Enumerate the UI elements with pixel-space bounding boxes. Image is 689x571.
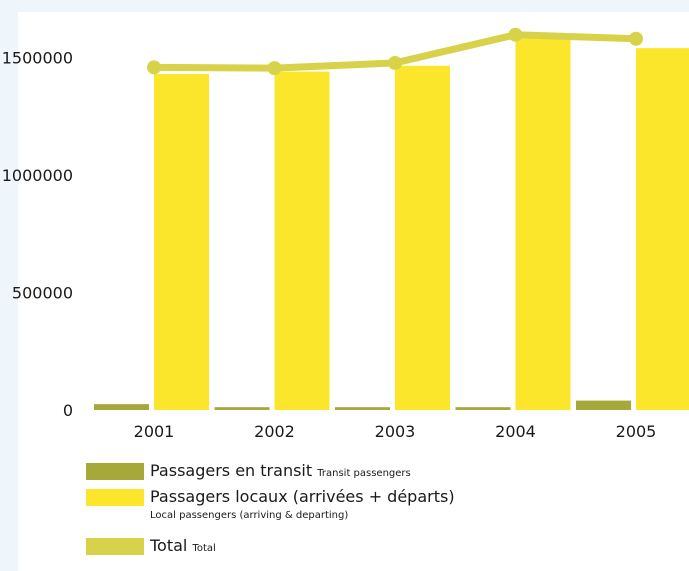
x-tick-label: 2005 bbox=[616, 422, 657, 441]
bars bbox=[94, 37, 689, 411]
bar-transit-2004 bbox=[455, 407, 511, 410]
legend-label-total: Total bbox=[150, 536, 188, 555]
x-tick-label: 2004 bbox=[495, 422, 536, 441]
total-point-2001 bbox=[147, 60, 161, 75]
y-tick-label: 500000 bbox=[12, 284, 73, 303]
legend-sublabel-total: Total bbox=[192, 543, 216, 554]
bar-local-2001 bbox=[154, 73, 209, 410]
total-point-2003 bbox=[388, 55, 402, 70]
total-line-layer bbox=[147, 27, 643, 76]
y-tick-label: 1500000 bbox=[2, 49, 73, 68]
bar-local-2003 bbox=[395, 65, 450, 411]
total-point-2004 bbox=[508, 27, 523, 42]
legend-sublabel-local: Local passengers (arriving & departing) bbox=[150, 510, 349, 521]
bar-transit-2001 bbox=[94, 404, 149, 410]
legend-label-local: Passagers locaux (arrivées + départs) bbox=[150, 487, 455, 506]
x-tick-label: 2002 bbox=[254, 422, 295, 441]
legend-sublabel-transit: Transit passengers bbox=[317, 468, 411, 479]
x-tick-label: 2001 bbox=[134, 422, 175, 441]
x-tick-label: 2003 bbox=[375, 422, 416, 441]
bar-transit-2002 bbox=[214, 407, 270, 410]
x-axis: 2001 2002 2003 2004 2005 bbox=[134, 422, 657, 441]
y-axis: 0 500000 1000000 1500000 bbox=[2, 49, 73, 420]
bar-transit-2005 bbox=[576, 400, 631, 410]
bar-local-2002 bbox=[274, 71, 330, 411]
legend-swatch-local bbox=[86, 489, 144, 506]
total-point-2002 bbox=[267, 61, 282, 76]
legend-label-transit: Passagers en transit bbox=[150, 461, 313, 480]
legend-swatch-transit bbox=[86, 463, 144, 480]
bar-transit-2003 bbox=[335, 407, 390, 410]
legend-swatch-total bbox=[86, 538, 144, 555]
y-tick-label: 1000000 bbox=[2, 166, 73, 185]
total-point-2005 bbox=[629, 31, 643, 46]
bar-local-2005 bbox=[636, 48, 689, 410]
y-tick-label: 0 bbox=[63, 401, 73, 420]
bar-local-2004 bbox=[515, 37, 571, 411]
